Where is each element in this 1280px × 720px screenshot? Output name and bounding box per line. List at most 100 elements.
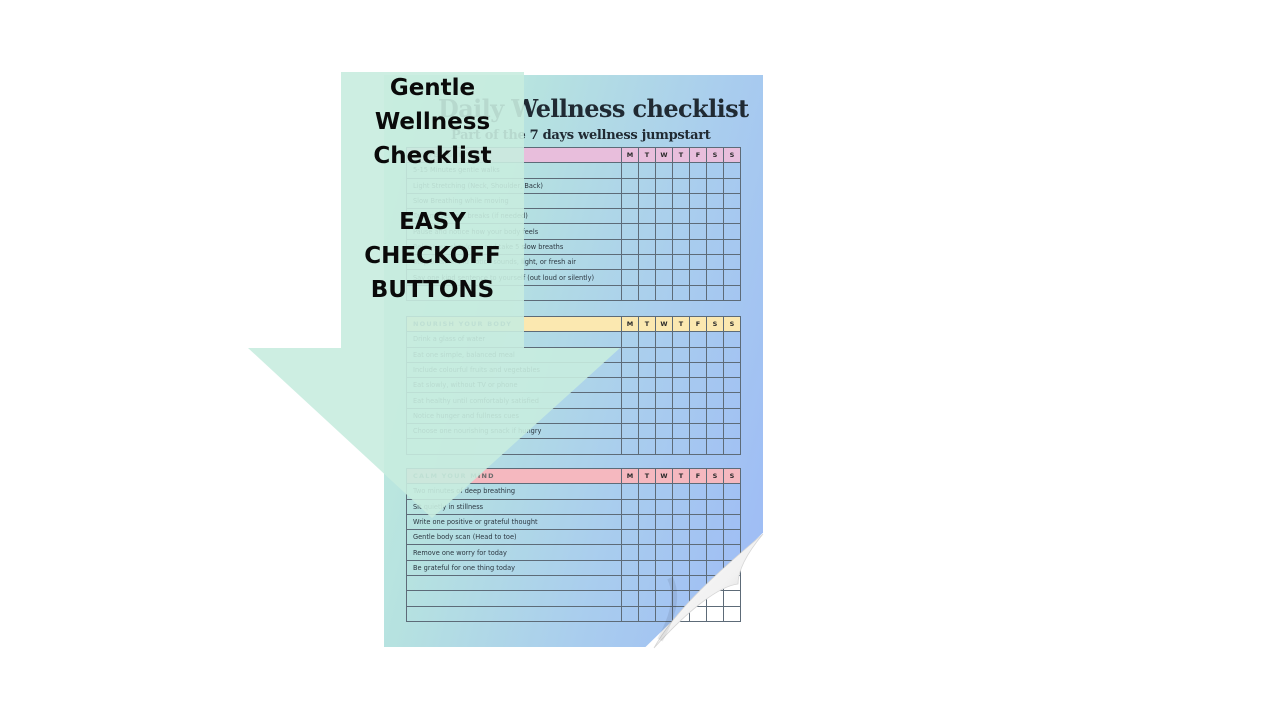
checkoff-box[interactable]	[723, 392, 741, 409]
checkoff-box[interactable]	[689, 223, 707, 240]
checkoff-box[interactable]	[655, 223, 673, 240]
checkoff-box[interactable]	[706, 284, 724, 301]
checkoff-box[interactable]	[672, 529, 690, 546]
checkoff-box[interactable]	[621, 559, 639, 577]
checkoff-box[interactable]	[621, 513, 639, 531]
checkoff-box[interactable]	[655, 346, 673, 363]
checkoff-box[interactable]	[723, 208, 741, 225]
checkoff-box[interactable]	[655, 162, 673, 179]
checkoff-box[interactable]	[672, 208, 690, 225]
checkoff-box[interactable]	[723, 529, 741, 546]
checkoff-box[interactable]	[706, 254, 724, 271]
checkoff-box[interactable]	[655, 605, 673, 622]
checkoff-box[interactable]	[723, 377, 741, 394]
checkoff-box[interactable]	[723, 423, 741, 440]
checkoff-box[interactable]	[689, 208, 707, 225]
checkoff-box[interactable]	[672, 513, 690, 531]
checkoff-box[interactable]	[638, 346, 656, 363]
checkoff-box[interactable]	[672, 423, 690, 440]
checkoff-box[interactable]	[723, 331, 741, 348]
checkoff-box[interactable]	[621, 575, 639, 592]
checkoff-box[interactable]	[638, 575, 656, 592]
checkoff-box[interactable]	[672, 269, 690, 286]
checkoff-box[interactable]	[638, 423, 656, 440]
checkoff-box[interactable]	[689, 438, 707, 455]
checkoff-box[interactable]	[706, 590, 724, 607]
checkoff-box[interactable]	[621, 269, 639, 286]
checkoff-box[interactable]	[621, 407, 639, 425]
checkoff-box[interactable]	[706, 529, 724, 546]
checkoff-box[interactable]	[621, 238, 639, 256]
checkoff-box[interactable]	[638, 177, 656, 194]
checkoff-box[interactable]	[672, 346, 690, 363]
checkoff-box[interactable]	[621, 223, 639, 240]
checkoff-box[interactable]	[621, 605, 639, 622]
checkoff-box[interactable]	[655, 423, 673, 440]
checkoff-box[interactable]	[723, 544, 741, 561]
checkoff-box[interactable]	[706, 559, 724, 577]
checkoff-box[interactable]	[689, 529, 707, 546]
checkoff-box[interactable]	[706, 605, 724, 622]
checkoff-box[interactable]	[723, 575, 741, 592]
checkoff-box[interactable]	[672, 590, 690, 607]
checkoff-box[interactable]	[672, 177, 690, 194]
checkoff-box[interactable]	[706, 192, 724, 210]
checkoff-box[interactable]	[689, 192, 707, 210]
checkoff-box[interactable]	[706, 513, 724, 531]
checkoff-box[interactable]	[706, 377, 724, 394]
checkoff-box[interactable]	[723, 177, 741, 194]
checkoff-box[interactable]	[689, 284, 707, 301]
checkoff-box[interactable]	[621, 162, 639, 179]
checkoff-box[interactable]	[655, 177, 673, 194]
checkoff-box[interactable]	[706, 162, 724, 179]
checkoff-box[interactable]	[621, 423, 639, 440]
checkoff-box[interactable]	[723, 192, 741, 210]
checkoff-box[interactable]	[638, 208, 656, 225]
checkoff-box[interactable]	[672, 438, 690, 455]
checkoff-box[interactable]	[655, 483, 673, 500]
checkoff-box[interactable]	[689, 407, 707, 425]
checkoff-box[interactable]	[621, 208, 639, 225]
checkoff-box[interactable]	[723, 284, 741, 301]
checkoff-box[interactable]	[655, 498, 673, 515]
checkoff-box[interactable]	[655, 192, 673, 210]
checkoff-box[interactable]	[689, 361, 707, 379]
checkoff-box[interactable]	[672, 284, 690, 301]
checkoff-box[interactable]	[638, 223, 656, 240]
checkoff-box[interactable]	[672, 498, 690, 515]
checkoff-box[interactable]	[655, 269, 673, 286]
checkoff-box[interactable]	[638, 284, 656, 301]
checkoff-box[interactable]	[706, 483, 724, 500]
checkoff-box[interactable]	[655, 513, 673, 531]
checkoff-box[interactable]	[706, 346, 724, 363]
checkoff-box[interactable]	[655, 331, 673, 348]
checkoff-box[interactable]	[723, 498, 741, 515]
checkoff-box[interactable]	[672, 407, 690, 425]
checkoff-box[interactable]	[638, 483, 656, 500]
checkoff-box[interactable]	[621, 331, 639, 348]
checkoff-box[interactable]	[638, 590, 656, 607]
checkoff-box[interactable]	[689, 238, 707, 256]
checkoff-box[interactable]	[689, 346, 707, 363]
checkoff-box[interactable]	[672, 575, 690, 592]
checkoff-box[interactable]	[706, 361, 724, 379]
checkoff-box[interactable]	[655, 377, 673, 394]
checkoff-box[interactable]	[689, 392, 707, 409]
checkoff-box[interactable]	[672, 331, 690, 348]
checkoff-box[interactable]	[723, 559, 741, 577]
checkoff-box[interactable]	[723, 407, 741, 425]
checkoff-box[interactable]	[621, 284, 639, 301]
checkoff-box[interactable]	[621, 377, 639, 394]
checkoff-box[interactable]	[638, 238, 656, 256]
checkoff-box[interactable]	[655, 254, 673, 271]
checkoff-box[interactable]	[655, 284, 673, 301]
checkoff-box[interactable]	[621, 392, 639, 409]
checkoff-box[interactable]	[672, 254, 690, 271]
checkoff-box[interactable]	[723, 483, 741, 500]
checkoff-box[interactable]	[655, 575, 673, 592]
checkoff-box[interactable]	[689, 269, 707, 286]
checkoff-box[interactable]	[723, 254, 741, 271]
checkoff-box[interactable]	[689, 498, 707, 515]
checkoff-box[interactable]	[655, 544, 673, 561]
checkoff-box[interactable]	[672, 559, 690, 577]
